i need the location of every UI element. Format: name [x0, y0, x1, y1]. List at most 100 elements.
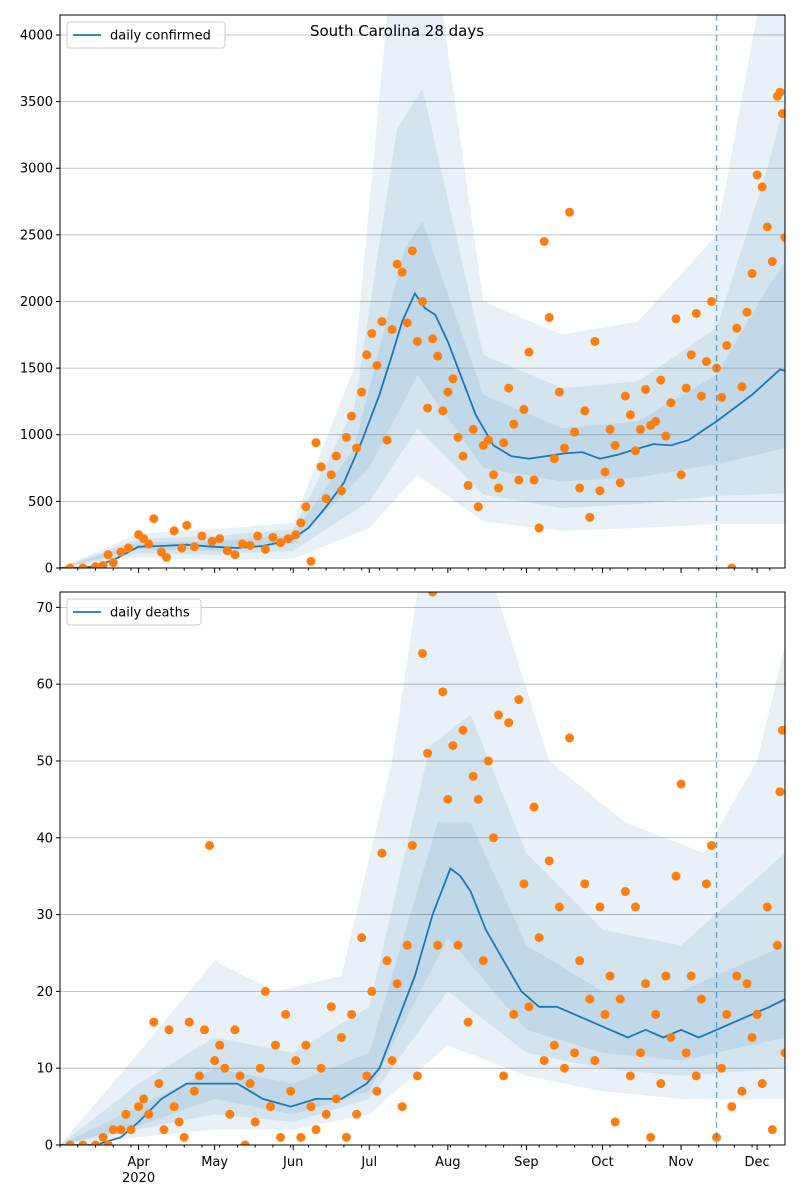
data-point: [757, 1079, 767, 1089]
data-point: [458, 725, 468, 735]
data-point: [301, 502, 311, 512]
y-tick-label: 10: [36, 1062, 53, 1077]
data-point: [737, 1086, 747, 1096]
data-point: [529, 802, 539, 812]
data-point: [126, 1125, 136, 1135]
y-tick-label: 60: [36, 678, 53, 693]
data-point: [286, 1086, 296, 1096]
data-point: [276, 1132, 286, 1142]
data-point: [448, 741, 458, 751]
confidence-band: [60, 592, 785, 1145]
data-point: [681, 1048, 691, 1058]
data-point: [357, 933, 367, 943]
data-point: [387, 1056, 397, 1066]
data-point: [605, 971, 615, 981]
data-point: [197, 531, 207, 541]
data-point: [554, 902, 564, 912]
data-point: [407, 840, 417, 850]
data-point: [691, 308, 701, 318]
data-point: [177, 543, 187, 553]
data-point: [245, 1079, 255, 1089]
data-point: [671, 871, 681, 881]
data-point: [570, 427, 580, 437]
data-point: [780, 1048, 785, 1058]
data-point: [144, 1109, 154, 1119]
data-point: [103, 1140, 113, 1145]
data-point: [418, 296, 427, 306]
data-point: [90, 1140, 100, 1145]
data-point: [681, 383, 691, 393]
data-point: [514, 475, 524, 485]
confidence-band: [60, 88, 785, 568]
legend-frame: [66, 598, 202, 626]
data-point: [752, 170, 762, 180]
data-point: [504, 383, 514, 393]
data-point: [90, 562, 100, 568]
data-point: [780, 233, 785, 243]
legend-label: daily confirmed: [110, 29, 211, 44]
data-point: [600, 467, 610, 477]
data-point: [473, 502, 483, 512]
data-point: [767, 1125, 777, 1135]
data-point: [291, 1056, 301, 1066]
data-point: [159, 1125, 169, 1135]
data-point: [423, 403, 433, 413]
x-tick-label: Jul: [360, 1155, 377, 1170]
data-point: [549, 1040, 559, 1050]
series-line: [60, 867, 785, 1145]
data-point: [732, 971, 742, 981]
data-point: [270, 1040, 280, 1050]
data-point: [762, 902, 772, 912]
data-point: [260, 986, 270, 996]
confidence-band: [60, 15, 785, 568]
data-point: [752, 1009, 762, 1019]
plot-area: [60, 15, 785, 568]
data-point: [418, 648, 427, 658]
data-point: [777, 109, 785, 119]
data-point: [651, 1009, 661, 1019]
data-point: [767, 257, 777, 267]
data-point: [253, 531, 263, 541]
data-point: [747, 269, 757, 279]
axes-frame: [59, 14, 786, 569]
data-point: [65, 1140, 75, 1145]
data-point: [686, 971, 696, 981]
data-point: [494, 483, 504, 493]
data-point: [590, 1056, 600, 1066]
data-point: [646, 1132, 656, 1142]
data-point: [448, 374, 458, 384]
y-tick-label: 3500: [20, 95, 53, 110]
data-point: [565, 207, 575, 217]
data-point: [590, 336, 600, 346]
data-point: [281, 1009, 291, 1019]
data-point: [641, 979, 651, 989]
data-point: [382, 435, 392, 445]
data-point: [772, 940, 782, 950]
y-tick-label: 4000: [20, 28, 53, 43]
data-point: [580, 879, 590, 889]
data-point: [321, 494, 331, 504]
data-point: [255, 1063, 265, 1073]
data-point: [656, 375, 666, 385]
data-point: [747, 1032, 757, 1042]
data-point: [189, 1086, 199, 1096]
data-point: [488, 470, 498, 480]
data-point: [362, 1071, 372, 1081]
data-point: [210, 1056, 220, 1066]
data-point: [65, 563, 75, 568]
y-tick-label: 30: [36, 908, 53, 923]
data-point: [301, 1040, 311, 1050]
data-point: [488, 833, 498, 843]
data-point: [570, 1048, 580, 1058]
data-point: [554, 387, 564, 397]
data-point: [134, 1102, 144, 1112]
data-point: [544, 856, 554, 866]
data-point: [762, 222, 772, 232]
data-point: [412, 336, 422, 346]
data-point: [103, 550, 113, 560]
data-point: [661, 971, 671, 981]
data-point: [347, 1009, 357, 1019]
data-point: [504, 718, 514, 728]
data-point: [625, 410, 635, 420]
data-point: [98, 1132, 108, 1142]
